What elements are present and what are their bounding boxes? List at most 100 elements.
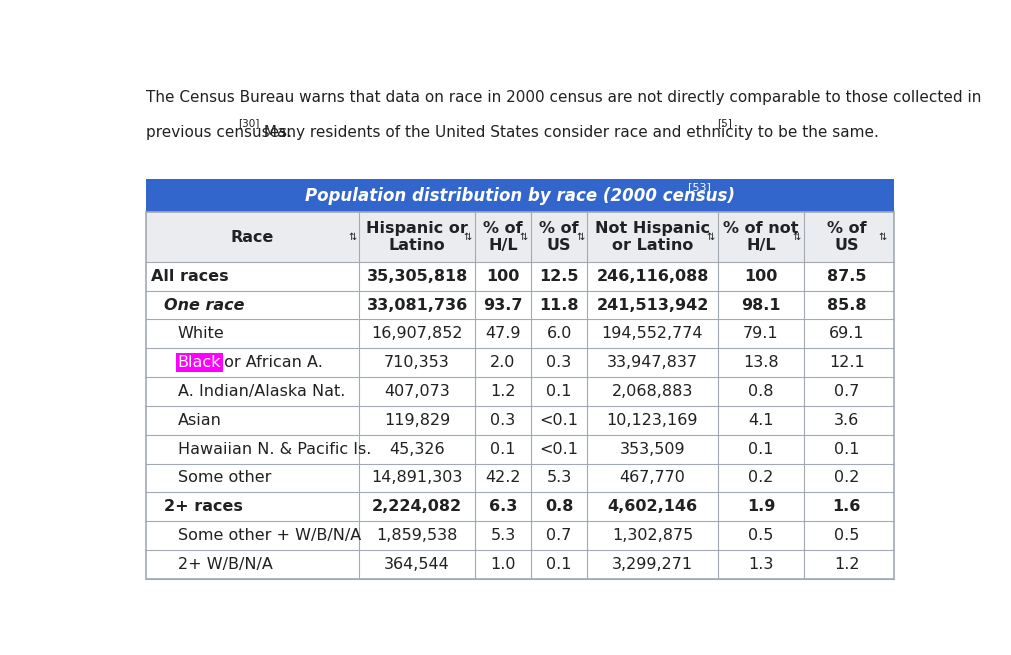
Text: 3.6: 3.6 [833, 413, 858, 428]
Text: Black: Black [178, 355, 221, 370]
Text: Some other: Some other [178, 470, 271, 485]
Text: 0.5: 0.5 [833, 528, 858, 543]
Text: 35,305,818: 35,305,818 [366, 269, 467, 284]
Text: 33,081,736: 33,081,736 [366, 297, 467, 312]
Text: Race: Race [231, 229, 274, 244]
Text: 4,602,146: 4,602,146 [607, 499, 697, 514]
Text: 407,073: 407,073 [384, 384, 450, 399]
Text: 69.1: 69.1 [828, 326, 863, 341]
Text: Some other + W/B/N/A: Some other + W/B/N/A [178, 528, 361, 543]
Text: 2+ W/B/N/A: 2+ W/B/N/A [178, 557, 272, 572]
Text: 2.0: 2.0 [490, 355, 516, 370]
Text: previous censuses.: previous censuses. [146, 125, 292, 140]
Text: 2,068,883: 2,068,883 [612, 384, 693, 399]
Text: 79.1: 79.1 [742, 326, 777, 341]
FancyBboxPatch shape [146, 521, 893, 550]
Text: 710,353: 710,353 [384, 355, 450, 370]
Text: 100: 100 [486, 269, 520, 284]
Text: 1.3: 1.3 [747, 557, 772, 572]
FancyBboxPatch shape [146, 493, 893, 521]
Text: 246,116,088: 246,116,088 [595, 269, 708, 284]
Text: 0.1: 0.1 [546, 384, 571, 399]
Text: ⇅: ⇅ [575, 232, 583, 242]
Text: 100: 100 [743, 269, 776, 284]
Text: [5]: [5] [717, 118, 731, 128]
FancyBboxPatch shape [146, 348, 893, 377]
Text: 0.2: 0.2 [747, 470, 772, 485]
Text: 1.0: 1.0 [489, 557, 516, 572]
Text: 33,947,837: 33,947,837 [607, 355, 698, 370]
Text: Population distribution by race (2000 census): Population distribution by race (2000 ce… [304, 187, 734, 205]
Text: ⇅: ⇅ [792, 232, 800, 242]
Text: [53]: [53] [687, 182, 711, 192]
FancyBboxPatch shape [146, 377, 893, 406]
Text: ⇅: ⇅ [878, 232, 886, 242]
Text: 1.2: 1.2 [833, 557, 858, 572]
Text: ⇅: ⇅ [520, 232, 528, 242]
Text: The Census Bureau warns that data on race in 2000 census are not directly compar: The Census Bureau warns that data on rac… [146, 90, 981, 105]
Text: % of not
H/L: % of not H/L [723, 221, 798, 253]
Text: 119,829: 119,829 [383, 413, 450, 428]
Text: 6.0: 6.0 [546, 326, 571, 341]
FancyBboxPatch shape [146, 550, 893, 579]
Text: 4.1: 4.1 [747, 413, 772, 428]
Text: % of
US: % of US [539, 221, 578, 253]
Text: [30]: [30] [238, 118, 259, 128]
Text: Many residents of the United States consider race and ethnicity to be the same.: Many residents of the United States cons… [259, 125, 878, 140]
FancyBboxPatch shape [146, 212, 893, 262]
Text: ⇅: ⇅ [463, 232, 471, 242]
Text: 0.2: 0.2 [833, 470, 858, 485]
Text: Hawaiian N. & Pacific Is.: Hawaiian N. & Pacific Is. [178, 441, 371, 457]
Text: 1.9: 1.9 [746, 499, 774, 514]
FancyBboxPatch shape [146, 435, 893, 464]
Text: Asian: Asian [178, 413, 221, 428]
FancyBboxPatch shape [146, 320, 893, 348]
Text: 12.5: 12.5 [539, 269, 578, 284]
Text: <0.1: <0.1 [539, 413, 578, 428]
Text: 0.7: 0.7 [546, 528, 571, 543]
Text: 5.3: 5.3 [490, 528, 516, 543]
Text: 194,552,774: 194,552,774 [602, 326, 703, 341]
Text: All races: All races [151, 269, 228, 284]
Text: 0.8: 0.8 [747, 384, 772, 399]
Text: 0.5: 0.5 [747, 528, 772, 543]
Text: A. Indian/Alaska Nat.: A. Indian/Alaska Nat. [178, 384, 345, 399]
Text: Not Hispanic
or Latino: Not Hispanic or Latino [594, 221, 710, 253]
Text: 0.1: 0.1 [833, 441, 858, 457]
Text: 0.1: 0.1 [546, 557, 571, 572]
Text: 1.2: 1.2 [489, 384, 516, 399]
Text: 0.3: 0.3 [546, 355, 571, 370]
Text: Hispanic or
Latino: Hispanic or Latino [366, 221, 467, 253]
Text: 353,509: 353,509 [619, 441, 684, 457]
Text: 87.5: 87.5 [826, 269, 865, 284]
Text: 3,299,271: 3,299,271 [612, 557, 693, 572]
Text: 1,859,538: 1,859,538 [376, 528, 457, 543]
Text: 467,770: 467,770 [619, 470, 684, 485]
FancyBboxPatch shape [146, 262, 893, 291]
Text: 0.1: 0.1 [747, 441, 772, 457]
Text: 241,513,942: 241,513,942 [595, 297, 708, 312]
Text: 93.7: 93.7 [483, 297, 523, 312]
Text: 1,302,875: 1,302,875 [612, 528, 693, 543]
Text: 5.3: 5.3 [546, 470, 571, 485]
Text: White: White [178, 326, 224, 341]
Text: 47.9: 47.9 [485, 326, 521, 341]
Text: 2,224,082: 2,224,082 [372, 499, 462, 514]
Text: 10,123,169: 10,123,169 [607, 413, 698, 428]
Text: % of
US: % of US [826, 221, 865, 253]
Text: 0.1: 0.1 [489, 441, 516, 457]
Text: 2+ races: 2+ races [164, 499, 243, 514]
FancyBboxPatch shape [146, 406, 893, 435]
Text: 85.8: 85.8 [826, 297, 865, 312]
Text: % of
H/L: % of H/L [482, 221, 523, 253]
Text: 1.6: 1.6 [832, 499, 860, 514]
FancyBboxPatch shape [146, 179, 893, 212]
Text: 364,544: 364,544 [384, 557, 450, 572]
Text: 0.8: 0.8 [544, 499, 572, 514]
Text: ⇅: ⇅ [348, 232, 356, 242]
Text: 11.8: 11.8 [539, 297, 578, 312]
Text: 13.8: 13.8 [742, 355, 777, 370]
Text: 0.7: 0.7 [833, 384, 858, 399]
Text: 98.1: 98.1 [740, 297, 779, 312]
FancyBboxPatch shape [146, 464, 893, 493]
